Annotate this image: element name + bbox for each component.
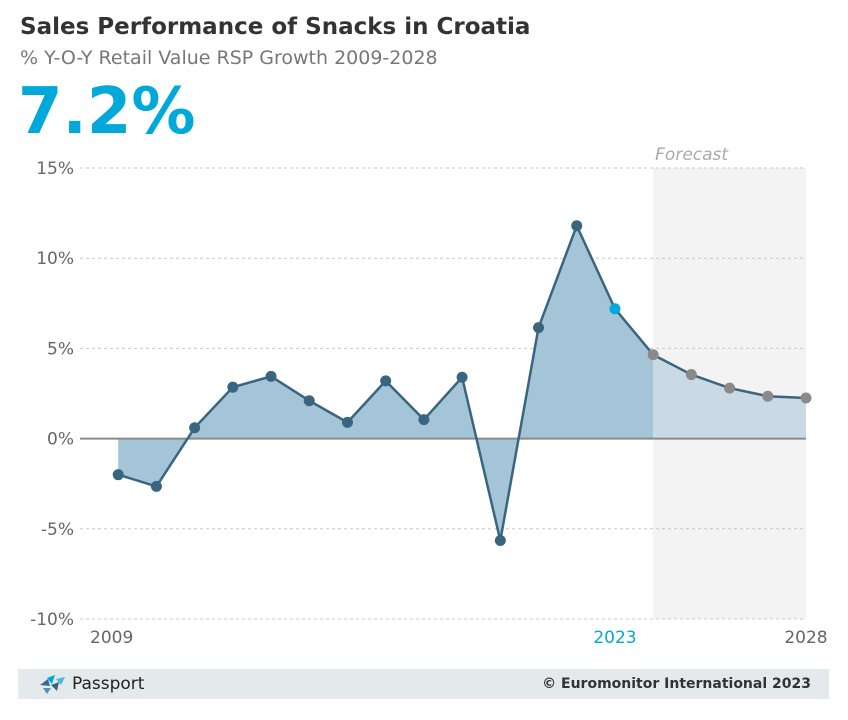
- y-tick-label: 10%: [36, 249, 74, 269]
- data-point: [494, 535, 506, 547]
- y-tick-label: 5%: [47, 339, 74, 359]
- copyright-text: © Euromonitor International 2023: [542, 676, 811, 692]
- footer-bar: Passport © Euromonitor International 202…: [18, 669, 829, 699]
- data-point: [189, 422, 201, 434]
- brand-name: Passport: [72, 674, 145, 694]
- x-tick-label: 2009: [90, 628, 133, 648]
- data-point: [380, 375, 392, 387]
- data-point-forecast: [800, 392, 812, 404]
- y-tick-label: -5%: [41, 520, 74, 540]
- data-point-highlight: [609, 303, 621, 315]
- data-point: [303, 395, 315, 407]
- chart-subtitle: % Y-O-Y Retail Value RSP Growth 2009-202…: [20, 47, 438, 69]
- data-point-forecast: [647, 349, 659, 361]
- growth-chart: Forecast 15% 10% 5% 0% -5% -10% 2009 2023 2028: [30, 145, 828, 648]
- data-point: [112, 469, 124, 481]
- headline-value: 7.2%: [18, 75, 196, 149]
- y-tick-label: 0%: [47, 430, 74, 450]
- y-tick-label: 15%: [36, 159, 74, 179]
- data-point: [341, 416, 353, 428]
- data-point-forecast: [724, 382, 736, 394]
- data-point: [418, 414, 430, 426]
- forecast-label: Forecast: [655, 145, 729, 165]
- x-tick-label-highlight: 2023: [593, 628, 636, 648]
- y-tick-label: -10%: [30, 610, 74, 630]
- data-point: [227, 381, 239, 393]
- data-point: [533, 322, 545, 334]
- passport-logo-icon: [40, 675, 65, 694]
- data-point-forecast: [762, 390, 774, 402]
- data-point-forecast: [685, 369, 697, 381]
- x-tick-label: 2028: [784, 628, 827, 648]
- data-point: [571, 220, 583, 232]
- data-point: [265, 370, 277, 382]
- data-point: [456, 371, 468, 383]
- data-point: [150, 480, 162, 492]
- chart-title: Sales Performance of Snacks in Croatia: [20, 14, 531, 40]
